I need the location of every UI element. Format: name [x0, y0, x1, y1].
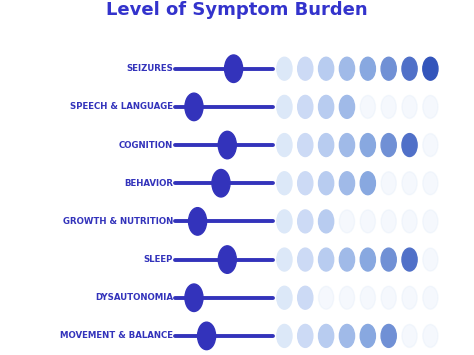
Ellipse shape	[402, 324, 417, 347]
Ellipse shape	[381, 324, 396, 347]
Ellipse shape	[402, 286, 417, 309]
Ellipse shape	[298, 210, 313, 233]
Ellipse shape	[339, 324, 355, 347]
Ellipse shape	[402, 210, 417, 233]
Ellipse shape	[212, 169, 230, 197]
Ellipse shape	[402, 248, 417, 271]
Ellipse shape	[402, 133, 417, 157]
Ellipse shape	[339, 172, 355, 195]
Ellipse shape	[423, 95, 438, 118]
Ellipse shape	[298, 57, 313, 80]
Ellipse shape	[360, 248, 375, 271]
Ellipse shape	[277, 248, 292, 271]
Ellipse shape	[298, 133, 313, 157]
Text: Level of Symptom Burden: Level of Symptom Burden	[106, 1, 368, 18]
Ellipse shape	[423, 57, 438, 80]
Ellipse shape	[423, 133, 438, 157]
Ellipse shape	[277, 57, 292, 80]
Text: MOVEMENT & BALANCE: MOVEMENT & BALANCE	[60, 332, 173, 340]
Ellipse shape	[319, 95, 334, 118]
Ellipse shape	[298, 248, 313, 271]
Ellipse shape	[339, 57, 355, 80]
Ellipse shape	[423, 210, 438, 233]
Ellipse shape	[360, 210, 375, 233]
Ellipse shape	[198, 322, 216, 350]
Ellipse shape	[277, 95, 292, 118]
Ellipse shape	[218, 246, 236, 273]
Text: BEHAVIOR: BEHAVIOR	[124, 179, 173, 188]
Ellipse shape	[381, 57, 396, 80]
Ellipse shape	[339, 133, 355, 157]
Ellipse shape	[277, 172, 292, 195]
Ellipse shape	[319, 248, 334, 271]
Ellipse shape	[402, 95, 417, 118]
Ellipse shape	[360, 172, 375, 195]
Ellipse shape	[360, 57, 375, 80]
Ellipse shape	[319, 210, 334, 233]
Ellipse shape	[381, 172, 396, 195]
Ellipse shape	[339, 286, 355, 309]
Ellipse shape	[381, 286, 396, 309]
Ellipse shape	[381, 133, 396, 157]
Ellipse shape	[319, 324, 334, 347]
Ellipse shape	[277, 324, 292, 347]
Ellipse shape	[339, 248, 355, 271]
Ellipse shape	[360, 95, 375, 118]
Ellipse shape	[298, 324, 313, 347]
Ellipse shape	[402, 172, 417, 195]
Ellipse shape	[319, 286, 334, 309]
Text: GROWTH & NUTRITION: GROWTH & NUTRITION	[63, 217, 173, 226]
Text: DYSAUTONOMIA: DYSAUTONOMIA	[95, 293, 173, 302]
Ellipse shape	[298, 95, 313, 118]
Ellipse shape	[225, 55, 243, 82]
Ellipse shape	[277, 133, 292, 157]
Ellipse shape	[185, 93, 203, 121]
Ellipse shape	[189, 208, 207, 235]
Ellipse shape	[277, 210, 292, 233]
Ellipse shape	[360, 286, 375, 309]
Ellipse shape	[319, 57, 334, 80]
Text: SPEECH & LANGUAGE: SPEECH & LANGUAGE	[70, 102, 173, 111]
Ellipse shape	[298, 172, 313, 195]
Ellipse shape	[360, 133, 375, 157]
Ellipse shape	[381, 95, 396, 118]
Ellipse shape	[218, 131, 236, 159]
Ellipse shape	[298, 286, 313, 309]
Ellipse shape	[360, 324, 375, 347]
Ellipse shape	[277, 286, 292, 309]
Ellipse shape	[423, 324, 438, 347]
Ellipse shape	[381, 210, 396, 233]
Ellipse shape	[423, 286, 438, 309]
Ellipse shape	[423, 248, 438, 271]
Ellipse shape	[319, 133, 334, 157]
Text: SLEEP: SLEEP	[144, 255, 173, 264]
Ellipse shape	[185, 284, 203, 311]
Ellipse shape	[339, 95, 355, 118]
Ellipse shape	[319, 172, 334, 195]
Text: COGNITION: COGNITION	[119, 141, 173, 149]
Ellipse shape	[423, 172, 438, 195]
Ellipse shape	[339, 210, 355, 233]
Ellipse shape	[381, 248, 396, 271]
Text: SEIZURES: SEIZURES	[126, 64, 173, 73]
Ellipse shape	[402, 57, 417, 80]
